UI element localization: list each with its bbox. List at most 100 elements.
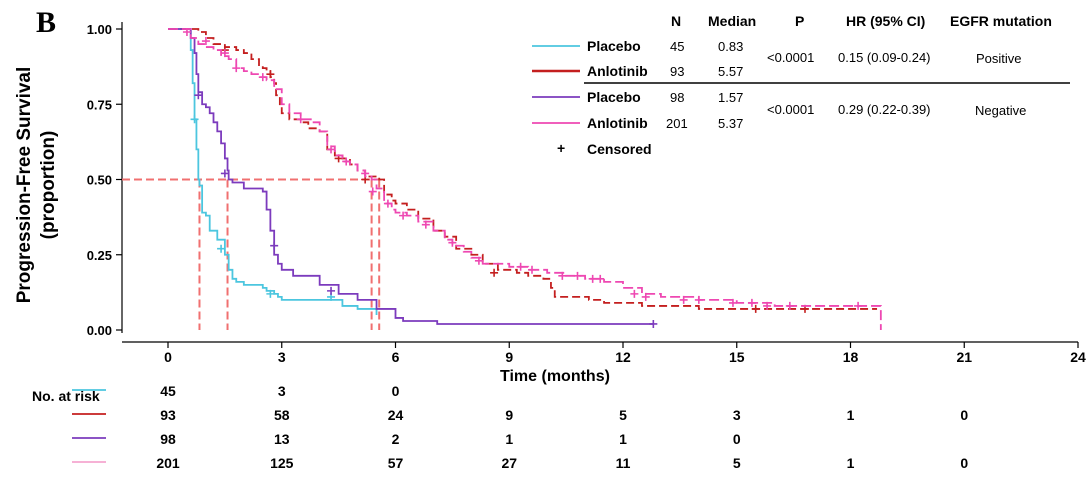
risk-value: 2 xyxy=(392,431,400,447)
x-tick-label: 18 xyxy=(843,349,859,365)
x-tick-label: 15 xyxy=(729,349,745,365)
x-tick-label: 3 xyxy=(278,349,286,365)
censor-mark xyxy=(232,64,241,73)
risk-value: 45 xyxy=(160,383,176,399)
n-anlotinib-neg: 201 xyxy=(666,116,688,131)
censor-mark xyxy=(421,220,430,229)
hr-neg: 0.29 (0.22-0.39) xyxy=(838,102,931,117)
median-anlotinib-neg: 5.37 xyxy=(718,116,744,131)
censor-mark xyxy=(182,28,191,37)
median-placebo-pos: 0.83 xyxy=(718,39,744,54)
risk-value: 13 xyxy=(274,431,290,447)
censor-mark xyxy=(266,289,275,298)
risk-value: 93 xyxy=(160,407,176,423)
censor-mark xyxy=(220,49,229,58)
censor-mark xyxy=(368,187,377,196)
censor-mark xyxy=(448,238,457,247)
risk-value: 3 xyxy=(733,407,741,423)
censor-mark xyxy=(854,301,863,310)
x-tick-label: 6 xyxy=(392,349,400,365)
y-tick-label: 0.25 xyxy=(87,248,112,263)
censor-mark xyxy=(266,70,275,79)
risk-value: 27 xyxy=(501,455,517,471)
risk-value: 98 xyxy=(160,431,176,447)
n-placebo-pos: 45 xyxy=(670,39,685,54)
censor-mark xyxy=(728,298,737,307)
x-tick-label: 21 xyxy=(956,349,972,365)
censor-mark xyxy=(763,301,772,310)
legend-label-anlotinib-pos: Anlotinib xyxy=(587,63,648,79)
legend-label-placebo-pos: Placebo xyxy=(587,38,641,54)
median-anlotinib-pos: 5.57 xyxy=(718,64,744,79)
censor-mark xyxy=(528,265,536,274)
risk-value: 24 xyxy=(388,407,404,423)
censor-mark xyxy=(217,244,226,253)
censored-symbol: + xyxy=(557,140,566,156)
y-axis-label-line1: Progression-Free Survival xyxy=(14,67,35,304)
risk-value: 201 xyxy=(156,455,180,471)
censor-mark xyxy=(258,73,267,82)
legend-label-placebo-neg: Placebo xyxy=(587,89,641,105)
table-header-egfr: EGFR mutation xyxy=(950,13,1052,29)
risk-value: 58 xyxy=(274,407,290,423)
risk-value: 0 xyxy=(733,431,741,447)
y-axis-label-line2: (proportion) xyxy=(38,131,59,240)
y-tick-label: 0.50 xyxy=(87,173,112,188)
censor-mark xyxy=(220,169,229,178)
risk-value: 5 xyxy=(619,407,627,423)
table-header-hr: HR (95% CI) xyxy=(846,13,926,29)
y-tick-label: 1.00 xyxy=(87,22,112,37)
table-header-p: P xyxy=(795,13,805,29)
risk-value: 125 xyxy=(270,455,294,471)
legend-label-anlotinib-neg: Anlotinib xyxy=(587,115,648,131)
censor-mark xyxy=(342,157,351,166)
censor-mark xyxy=(649,319,658,328)
risk-value: 1 xyxy=(619,431,627,447)
censor-mark xyxy=(641,292,650,301)
censor-mark xyxy=(588,274,597,283)
censor-mark xyxy=(327,145,336,154)
egfr-negative: Negative xyxy=(975,103,1027,118)
risk-value: 5 xyxy=(733,455,741,471)
risk-value: 11 xyxy=(616,455,631,471)
risk-value: 1 xyxy=(505,431,513,447)
censor-mark xyxy=(327,286,336,295)
risk-value: 3 xyxy=(278,383,286,399)
censor-mark xyxy=(747,298,756,307)
n-anlotinib-pos: 93 xyxy=(670,64,685,79)
censor-mark xyxy=(270,241,279,250)
table-header-n: N xyxy=(671,13,682,29)
y-tick-label: 0.75 xyxy=(87,97,112,112)
censor-mark xyxy=(296,115,305,124)
table-header-median: Median xyxy=(708,13,757,29)
censor-mark xyxy=(785,301,794,310)
censor-mark xyxy=(190,115,199,124)
censor-mark xyxy=(751,304,760,313)
km-curve-0 xyxy=(168,28,378,315)
panel-label: B xyxy=(36,6,57,39)
risk-value: 0 xyxy=(960,455,968,471)
censor-mark xyxy=(679,295,688,304)
censor-mark xyxy=(573,271,582,280)
hr-pos: 0.15 (0.09-0.24) xyxy=(838,50,931,65)
risk-value: 0 xyxy=(392,383,400,399)
censor-mark xyxy=(399,211,408,220)
y-axis-label: Progression-Free Survival (proportion) xyxy=(6,40,66,330)
risk-value: 1 xyxy=(847,407,855,423)
censor-mark xyxy=(630,289,639,298)
censored-label: Censored xyxy=(587,141,652,157)
p-value-neg: <0.0001 xyxy=(767,102,815,117)
egfr-positive: Positive xyxy=(976,51,1022,66)
risk-value: 1 xyxy=(847,455,855,471)
y-tick-label: 0.00 xyxy=(87,323,112,338)
x-axis-label: Time (months) xyxy=(500,368,610,385)
km-curve-2 xyxy=(168,28,654,325)
n-placebo-neg: 98 xyxy=(670,90,685,105)
x-tick-label: 0 xyxy=(164,349,172,365)
risk-value: 0 xyxy=(960,407,968,423)
x-tick-label: 9 xyxy=(505,349,513,365)
censor-mark xyxy=(516,262,525,271)
censor-mark xyxy=(201,37,210,46)
median-placebo-neg: 1.57 xyxy=(718,90,744,105)
